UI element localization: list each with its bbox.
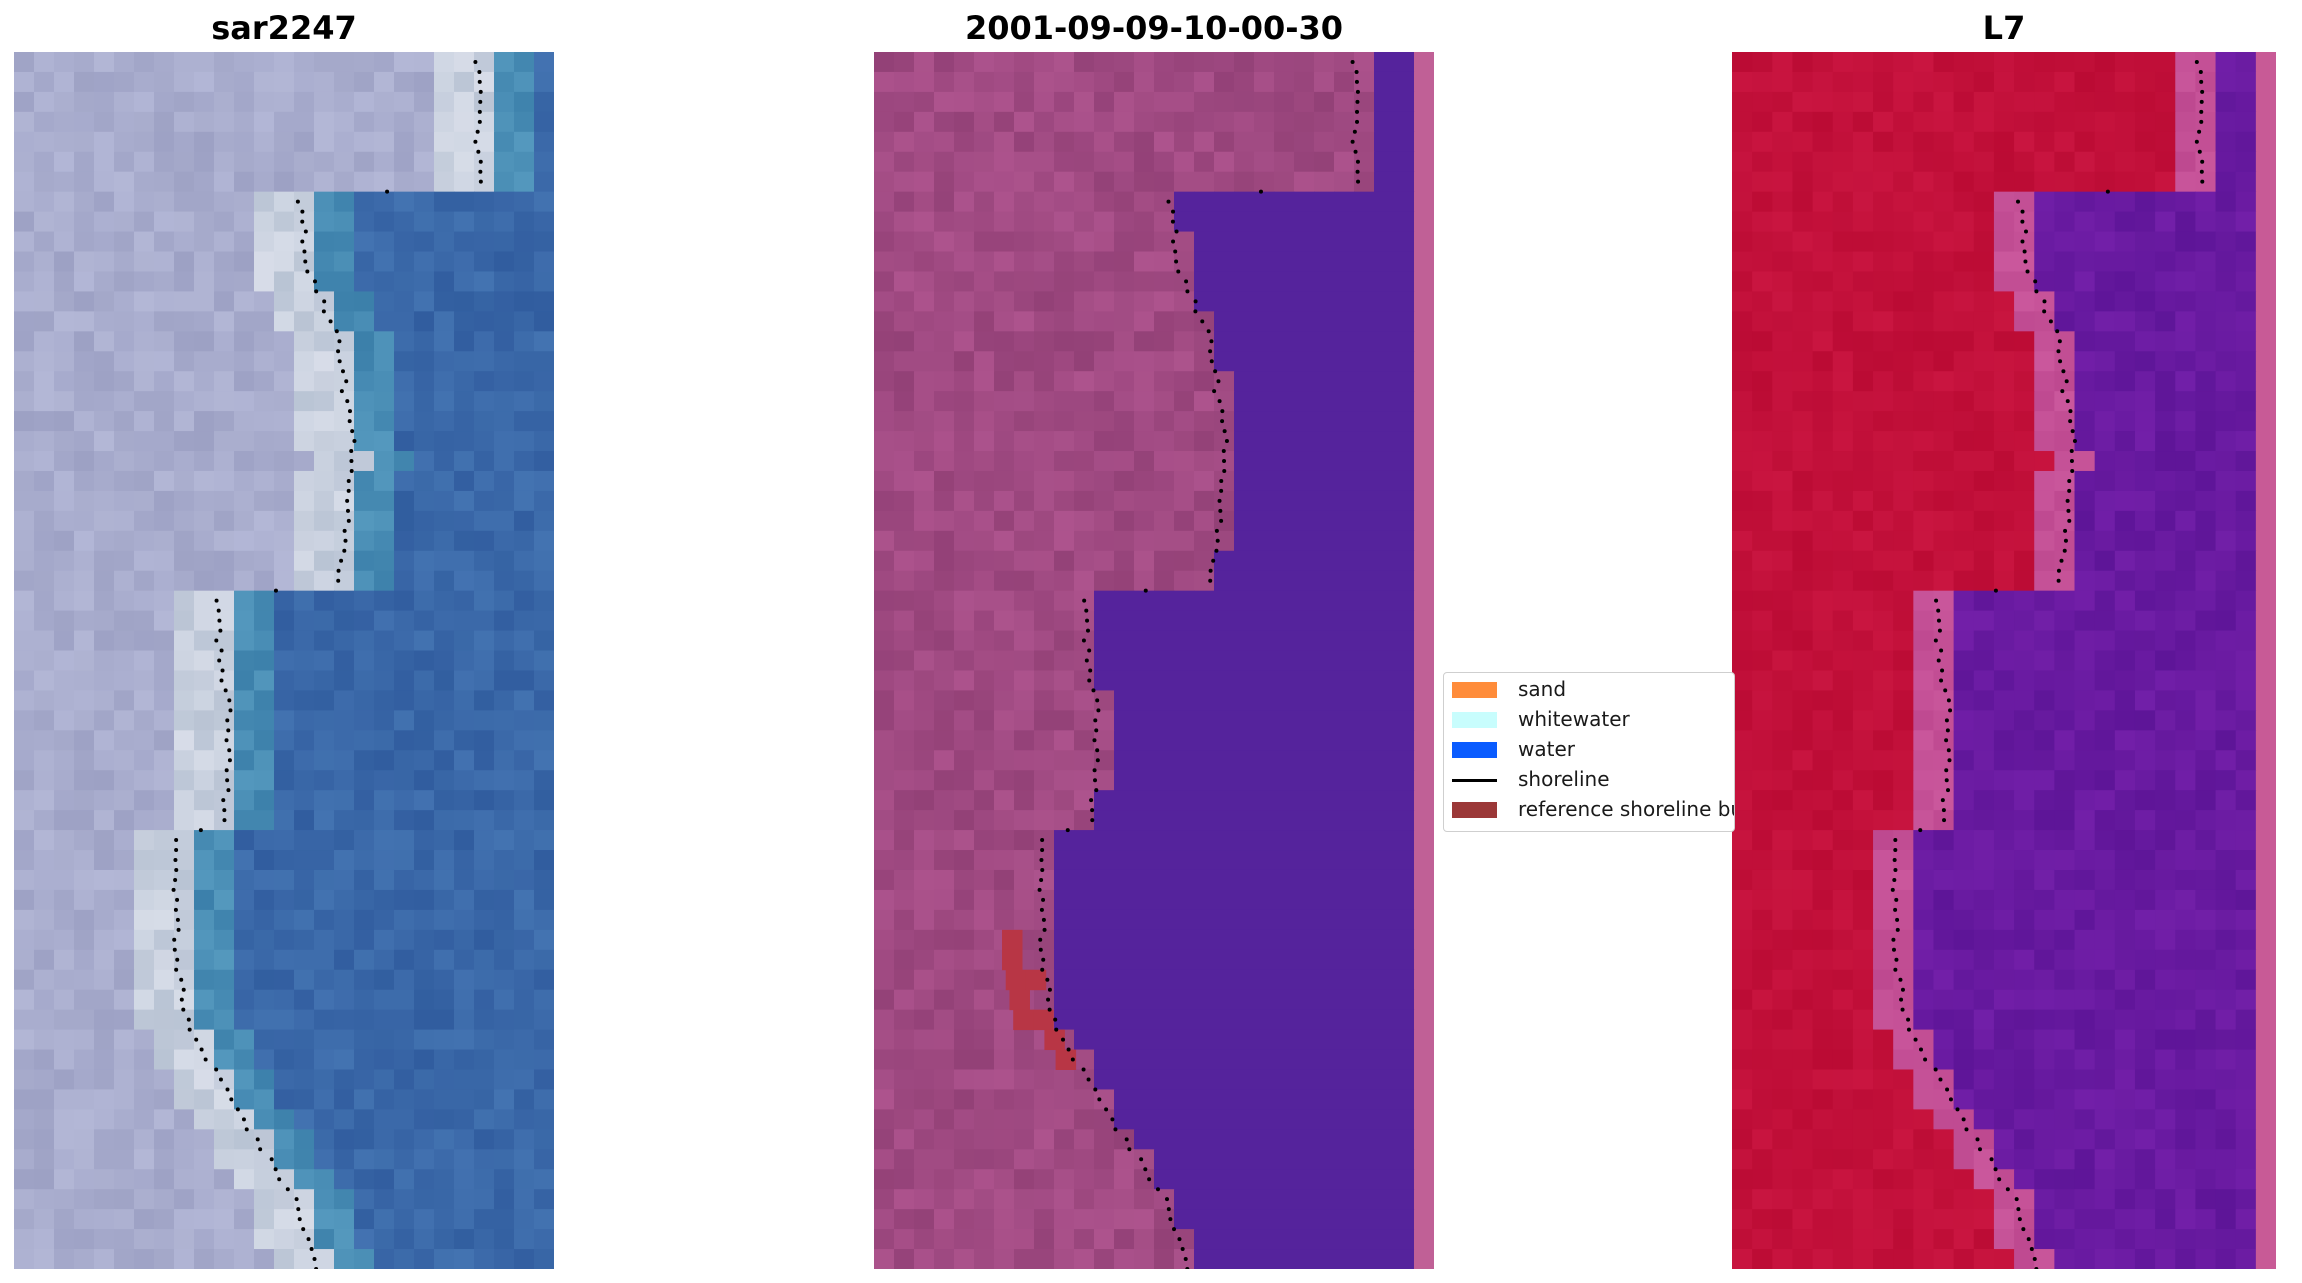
- classified-image-panel: [874, 52, 1434, 1269]
- legend: sand whitewater water shoreline referenc…: [1443, 672, 1735, 832]
- rgb-image: [14, 52, 554, 1269]
- reference-buffer-swatch: [1452, 802, 1497, 818]
- pixel-grid: [874, 52, 1434, 1269]
- sand-swatch: [1452, 682, 1497, 698]
- whitewater-swatch: [1452, 712, 1497, 728]
- pixel-grid: [1732, 52, 2276, 1269]
- shoreline-dots: [1890, 59, 2205, 1269]
- shoreline-dots: [1037, 59, 1361, 1269]
- shoreline-dots: [171, 59, 483, 1269]
- shoreline-line-swatch: [1452, 779, 1497, 782]
- panel-title-rgb: sar2247: [211, 9, 357, 47]
- rgb-image-panel: [14, 52, 554, 1269]
- reference-buffer-patch: [1002, 929, 1077, 1070]
- legend-label: shoreline: [1518, 767, 1610, 791]
- mndwi-image-panel: [1732, 52, 2276, 1269]
- panel-title-mndwi: L7: [1982, 9, 2026, 47]
- legend-label: water: [1518, 737, 1575, 761]
- mndwi-image: [1732, 52, 2276, 1269]
- legend-label: reference shoreline buffer: [1518, 797, 1734, 821]
- water-swatch: [1452, 742, 1497, 758]
- pixel-grid: [14, 52, 554, 1269]
- legend-label: sand: [1518, 677, 1567, 701]
- legend-label: whitewater: [1518, 707, 1630, 731]
- classified-image: [874, 52, 1434, 1269]
- panel-title-classified: 2001-09-09-10-00-30: [964, 9, 1344, 47]
